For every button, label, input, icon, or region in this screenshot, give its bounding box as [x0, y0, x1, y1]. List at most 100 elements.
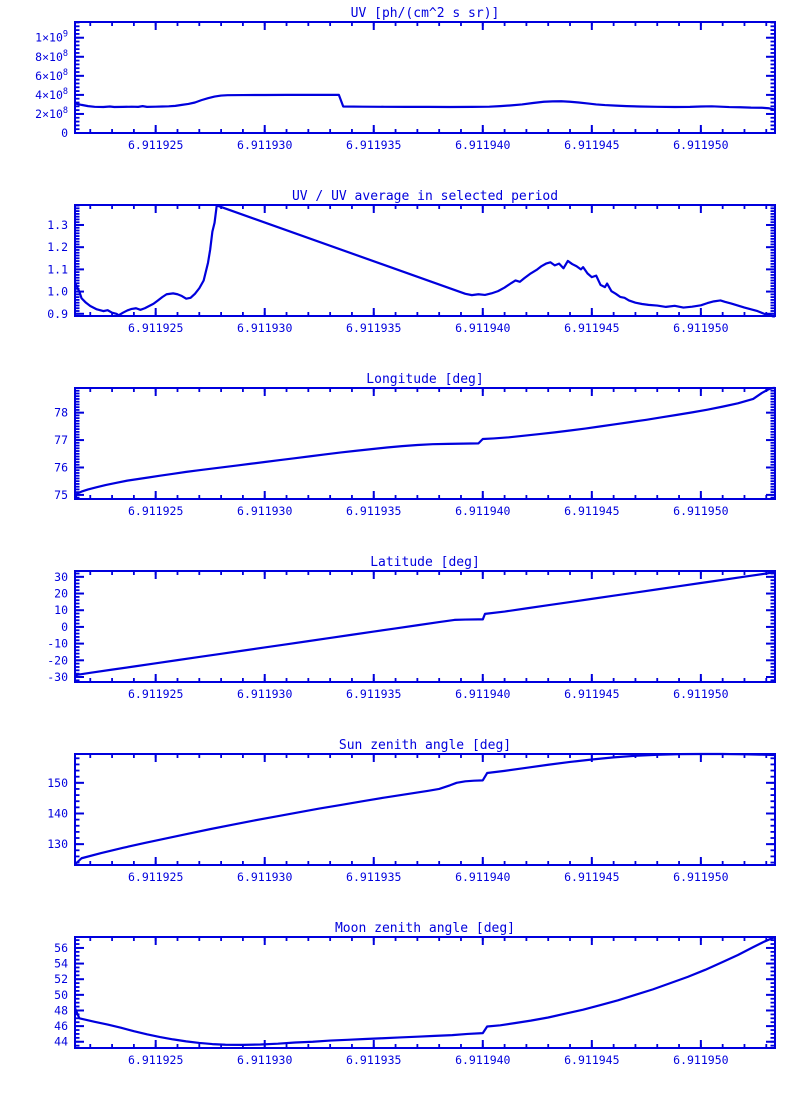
y-tick-label: 130	[47, 837, 68, 851]
x-tick-label: 6.911940	[455, 870, 510, 884]
x-tick-label: 6.911925	[128, 321, 183, 335]
chart-title-moon-zenith: Moon zenith angle [deg]	[335, 921, 515, 936]
x-tick-label: 6.911925	[128, 504, 183, 518]
x-tick-label: 6.911930	[237, 870, 292, 884]
y-tick-label: 140	[47, 806, 68, 820]
y-tick-label: 10	[54, 603, 68, 617]
x-tick-label: 6.911930	[237, 321, 292, 335]
chart-block-moon-zenith: Moon zenith angle [deg] 6.911925 6.911930…	[0, 919, 800, 1102]
y-tick-label: 150	[47, 776, 68, 790]
chart-title-latitude: Latitude [deg]	[370, 555, 480, 570]
plot-frame	[74, 936, 776, 1049]
series-line-uv-ratio	[74, 204, 776, 318]
y-tick-label: -20	[47, 653, 68, 667]
y-tick-label: 6×108	[35, 68, 68, 83]
chart-title-sun-zenith: Sun zenith angle [deg]	[339, 738, 511, 753]
y-tick-label: 1.0	[47, 285, 68, 299]
chart-block-uv-ratio: UV / UV average in selected period 6.911…	[0, 187, 800, 370]
y-tick-label: -10	[47, 637, 68, 651]
moon-zenith-plot-axes-and-series: 6.911925 6.911930 6.911935 6.911940 6.911945…	[54, 935, 776, 1067]
x-tick-label: 6.911950	[673, 687, 728, 701]
plot-frame	[74, 753, 776, 866]
y-tick-label: 48	[54, 1003, 68, 1017]
series-line-sun-zenith-angle	[74, 752, 776, 866]
uv-plot: UV [ph/(cm^2 s sr)] 6.911925 6.911930 6.91…	[35, 6, 776, 152]
x-tick-label: 6.911940	[455, 1053, 510, 1067]
series-line-uv	[74, 93, 776, 111]
sun-zenith-plot-axes-and-series: 6.911925 6.911930 6.911935 6.911940 6.911945…	[47, 752, 776, 884]
y-tick-label: 2×108	[35, 106, 68, 121]
y-tick-label: 8×108	[35, 49, 68, 64]
x-tick-label: 6.911930	[237, 1053, 292, 1067]
y-tick-label: 4×108	[35, 87, 68, 102]
longitude-plot-axes-and-series: 6.911925 6.911930 6.911935 6.911940 6.911945…	[54, 386, 776, 518]
sun-zenith-plot: Sun zenith angle [deg] 6.911925 6.911930 6…	[47, 738, 776, 884]
series-line-latitude	[74, 571, 776, 679]
x-tick-label: 6.911950	[673, 138, 728, 152]
x-tick-label: 6.911935	[346, 504, 401, 518]
x-tick-label: 6.911945	[564, 321, 619, 335]
x-tick-label: 6.911935	[346, 687, 401, 701]
y-tick-label: 56	[54, 941, 68, 955]
x-tick-label: 6.911950	[673, 321, 728, 335]
x-tick-label: 6.911925	[128, 870, 183, 884]
y-tick-label: 50	[54, 988, 68, 1002]
x-tick-label: 6.911940	[455, 687, 510, 701]
y-tick-label: 1.2	[47, 240, 68, 254]
y-tick-label: 76	[54, 460, 68, 474]
y-tick-label: 0.9	[47, 307, 68, 321]
latitude-plot-axes-and-series: 6.911925 6.911930 6.911935 6.911940 6.911945…	[47, 570, 776, 701]
x-tick-label: 6.911935	[346, 1053, 401, 1067]
chart-block-uv: UV [ph/(cm^2 s sr)] 6.911925 6.911930 6.91…	[0, 4, 800, 187]
series-line-moon-zenith-angle	[74, 935, 776, 1046]
x-tick-label: 6.911940	[455, 504, 510, 518]
x-tick-label: 6.911925	[128, 687, 183, 701]
x-tick-label: 6.911945	[564, 138, 619, 152]
x-tick-label: 6.911925	[128, 1053, 183, 1067]
plot-frame	[74, 204, 776, 317]
y-tick-label: 1×109	[35, 30, 68, 45]
x-tick-label: 6.911930	[237, 138, 292, 152]
uv-ratio-plot-axes-and-series: 6.911925 6.911930 6.911935 6.911940 6.911945…	[47, 204, 776, 335]
y-tick-label: 20	[54, 587, 68, 601]
y-tick-label: 1.3	[47, 218, 68, 232]
latitude-plot: Latitude [deg] 6.911925 6.911930 6.911935 6…	[47, 555, 776, 701]
x-tick-label: 6.911935	[346, 870, 401, 884]
x-tick-label: 6.911940	[455, 321, 510, 335]
uv-plot-axes-and-series: 6.911925 6.911930 6.911935 6.911940 6.911945…	[35, 21, 776, 152]
y-tick-label: 1.1	[47, 262, 68, 276]
y-tick-label: 0	[61, 126, 68, 140]
moon-zenith-plot: Moon zenith angle [deg] 6.911925 6.911930…	[54, 921, 776, 1067]
x-tick-label: 6.911940	[455, 138, 510, 152]
x-tick-label: 6.911950	[673, 504, 728, 518]
x-tick-label: 6.911945	[564, 504, 619, 518]
series-line-longitude	[74, 386, 775, 500]
plot-frame	[74, 21, 776, 134]
chart-title-uv-ratio: UV / UV average in selected period	[292, 189, 558, 204]
chart-block-longitude: Longitude [deg] 6.911925 6.911930 6.911935…	[0, 370, 800, 553]
y-tick-label: 54	[54, 957, 68, 971]
chart-title-uv: UV [ph/(cm^2 s sr)]	[351, 6, 500, 21]
x-tick-label: 6.911950	[673, 1053, 728, 1067]
chart-block-latitude: Latitude [deg] 6.911925 6.911930 6.911935 6…	[0, 553, 800, 736]
y-tick-label: 44	[54, 1035, 68, 1049]
x-tick-label: 6.911950	[673, 870, 728, 884]
x-tick-label: 6.911935	[346, 138, 401, 152]
x-tick-label: 6.911930	[237, 687, 292, 701]
y-tick-label: 30	[54, 570, 68, 584]
chart-block-sun-zenith: Sun zenith angle [deg] 6.911925 6.911930 6…	[0, 736, 800, 919]
y-tick-label: 52	[54, 972, 68, 986]
y-tick-label: 75	[54, 488, 68, 502]
longitude-plot: Longitude [deg] 6.911925 6.911930 6.911935…	[54, 372, 776, 518]
chart-title-longitude: Longitude [deg]	[366, 372, 483, 387]
x-tick-label: 6.911925	[128, 138, 183, 152]
uv-ratio-plot: UV / UV average in selected period 6.911…	[47, 189, 776, 335]
y-tick-label: 77	[54, 433, 68, 447]
y-tick-label: 78	[54, 406, 68, 420]
y-tick-label: 0	[61, 620, 68, 634]
y-tick-label: -30	[47, 670, 68, 684]
x-tick-label: 6.911945	[564, 1053, 619, 1067]
y-tick-label: 46	[54, 1019, 68, 1033]
x-tick-label: 6.911945	[564, 870, 619, 884]
